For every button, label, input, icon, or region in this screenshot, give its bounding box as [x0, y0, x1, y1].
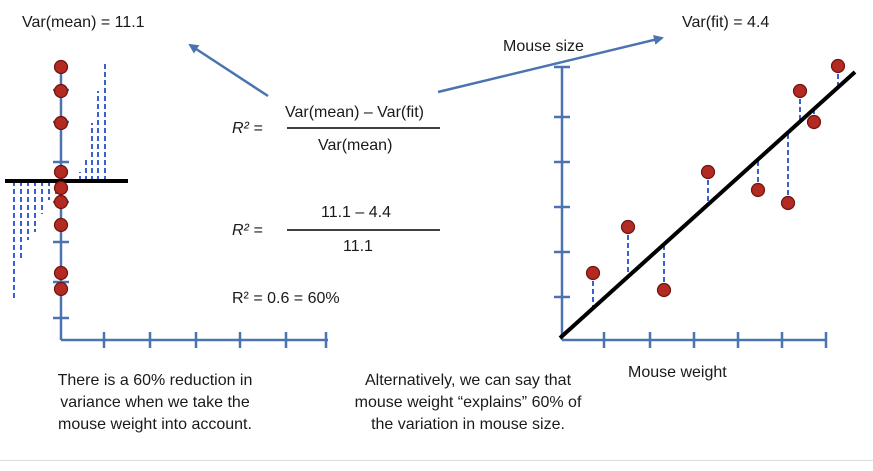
- caption-left-line-1: There is a 60% reduction in: [57, 372, 253, 389]
- right-data-points: [585, 58, 846, 298]
- right-plot: [554, 58, 857, 348]
- formula2-numerator: 11.1 – 4.4: [321, 204, 391, 221]
- mouse-weight-label: Mouse weight: [628, 364, 727, 381]
- right-data-point: [830, 58, 846, 74]
- left-data-point: [53, 83, 69, 99]
- formula1-numerator: Var(mean) – Var(fit): [285, 104, 424, 121]
- left-data-point: [53, 194, 69, 210]
- arrow-to-var-fit: [437, 35, 664, 94]
- right-y-ticks: [554, 65, 570, 299]
- right-data-point: [585, 265, 601, 281]
- bottom-divider: [0, 460, 873, 461]
- right-data-point: [780, 195, 796, 211]
- right-data-point: [792, 83, 808, 99]
- caption-middle-line-2: mouse weight “explains” 60% of: [354, 394, 582, 411]
- caption-middle-line-1: Alternatively, we can say that: [364, 372, 572, 389]
- left-residual-lines: [13, 63, 106, 298]
- caption-left-line-3: mouse weight into account.: [58, 416, 252, 433]
- left-data-point: [53, 164, 69, 180]
- caption-middle: Alternatively, we can say that mouse wei…: [318, 370, 618, 436]
- right-data-point: [750, 182, 766, 198]
- left-data-point: [53, 265, 69, 281]
- arrow-to-var-mean: [188, 43, 269, 98]
- right-data-point: [700, 164, 716, 180]
- caption-middle-line-3: the variation in mouse size.: [371, 416, 565, 433]
- right-residual-lines: [592, 66, 839, 309]
- fit-line: [558, 70, 857, 340]
- caption-left-line-2: variance when we take the: [60, 394, 250, 411]
- right-data-point: [806, 114, 822, 130]
- left-data-point: [53, 281, 69, 297]
- left-data-point: [53, 180, 69, 196]
- left-plot: [5, 59, 328, 348]
- formula1-denominator: Var(mean): [318, 137, 393, 154]
- right-data-point: [620, 219, 636, 235]
- formula2-denominator: 11.1: [343, 238, 373, 255]
- right-x-ticks: [602, 332, 828, 348]
- r2-result: R² = 0.6 = 60%: [232, 290, 340, 307]
- left-data-point: [53, 217, 69, 233]
- left-data-point: [53, 59, 69, 75]
- r2-symbol-1: R² =: [232, 120, 263, 137]
- mouse-size-label: Mouse size: [503, 38, 584, 55]
- var-mean-label: Var(mean) = 11.1: [22, 14, 145, 31]
- left-data-point: [53, 115, 69, 131]
- var-fit-label: Var(fit) = 4.4: [682, 14, 770, 31]
- left-x-ticks: [102, 332, 328, 348]
- left-data-points: [53, 59, 69, 297]
- r2-symbol-2: R² =: [232, 222, 263, 239]
- right-data-point: [656, 282, 672, 298]
- caption-left: There is a 60% reduction in variance whe…: [20, 370, 290, 436]
